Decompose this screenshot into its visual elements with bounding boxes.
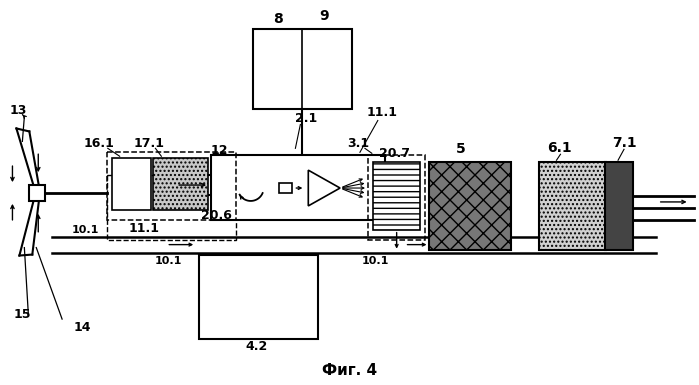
Bar	[211, 155, 384, 220]
Text: 16.1: 16.1	[83, 137, 114, 150]
Text: 15: 15	[13, 308, 31, 321]
Bar	[199, 254, 318, 339]
Text: 20.7: 20.7	[379, 147, 410, 160]
Text: 2.1: 2.1	[295, 112, 317, 125]
Bar	[429, 162, 511, 249]
Bar	[153, 158, 208, 210]
Bar	[253, 29, 352, 109]
Bar	[605, 162, 633, 249]
Polygon shape	[308, 170, 340, 206]
Text: 13: 13	[10, 104, 27, 117]
Text: 17.1: 17.1	[134, 137, 165, 150]
Text: 9: 9	[319, 9, 329, 23]
Bar	[112, 158, 152, 210]
Bar	[368, 155, 426, 239]
Text: 10.1: 10.1	[71, 225, 99, 235]
Text: 6.1: 6.1	[547, 141, 572, 155]
Text: 3.1: 3.1	[347, 137, 369, 150]
Bar	[539, 162, 606, 249]
Text: 10.1: 10.1	[154, 256, 182, 266]
Bar	[373, 162, 421, 230]
Text: 14: 14	[73, 321, 91, 333]
Bar	[107, 175, 236, 239]
Bar	[29, 185, 45, 201]
Text: 20.6: 20.6	[201, 209, 231, 222]
Text: 10.1: 10.1	[362, 256, 389, 266]
Text: 7.1: 7.1	[612, 136, 636, 151]
Text: 4.2: 4.2	[245, 340, 268, 353]
Text: 11.1: 11.1	[366, 106, 397, 119]
Text: 11.1: 11.1	[129, 222, 160, 235]
Bar	[107, 152, 236, 220]
Text: Фиг. 4: Фиг. 4	[322, 363, 377, 378]
Bar	[278, 183, 292, 193]
Text: 12: 12	[210, 144, 228, 157]
Text: 8: 8	[273, 12, 282, 26]
Text: 5: 5	[456, 142, 466, 156]
